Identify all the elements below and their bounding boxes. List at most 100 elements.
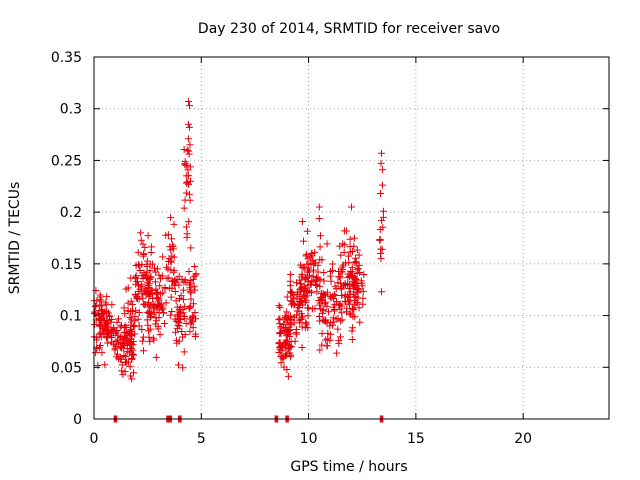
data-point: [182, 319, 190, 327]
data-point: [142, 284, 150, 292]
data-point: [349, 324, 357, 332]
data-point: [91, 302, 99, 310]
data-point: [134, 248, 142, 256]
data-point: [352, 258, 360, 266]
data-point: [125, 349, 133, 357]
data-point: [151, 278, 159, 286]
data-point: [313, 288, 321, 296]
data-point: [170, 268, 178, 276]
data-point: [130, 351, 138, 359]
data-point: [295, 316, 303, 324]
data-point: [315, 312, 323, 320]
data-point: [298, 263, 306, 271]
data-point: [338, 291, 346, 299]
data-point: [114, 350, 122, 358]
y-tick-label: 0.3: [60, 102, 82, 118]
data-point: [376, 236, 384, 244]
data-point: [108, 301, 116, 309]
data-point: [157, 303, 165, 311]
data-point: [276, 303, 284, 311]
data-point: [355, 261, 363, 269]
data-point: [92, 349, 100, 357]
data-point: [187, 286, 195, 294]
data-point: [168, 284, 176, 292]
data-point: [103, 327, 111, 335]
data-point: [333, 349, 341, 357]
data-point: [334, 315, 342, 323]
data-point: [173, 324, 181, 332]
data-point: [122, 358, 130, 366]
data-point: [166, 243, 174, 251]
data-point: [192, 330, 200, 338]
data-point: [182, 223, 190, 231]
x-axis-label: GPS time / hours: [290, 459, 407, 475]
data-point: [180, 315, 188, 323]
data-point: [320, 268, 328, 276]
data-point: [113, 318, 121, 326]
data-point: [92, 310, 100, 318]
data-point: [286, 326, 294, 334]
data-point: [187, 295, 195, 303]
y-tick-label: 0.05: [51, 360, 82, 376]
data-point: [359, 300, 367, 308]
data-point: [168, 307, 176, 315]
data-point: [183, 146, 191, 154]
data-point: [350, 279, 358, 287]
data-point: [346, 235, 354, 243]
data-point: [165, 255, 173, 263]
data-point: [176, 315, 184, 323]
data-point: [348, 268, 356, 276]
data-point: [275, 302, 283, 310]
data-point: [104, 323, 112, 331]
data-point: [352, 283, 360, 291]
data-point: [93, 297, 101, 305]
data-point: [345, 284, 353, 292]
data-point: [135, 322, 143, 330]
data-point: [298, 323, 306, 331]
data-point: [138, 325, 146, 333]
data-point: [149, 304, 157, 312]
data-point: [342, 308, 350, 316]
data-point: [171, 288, 179, 296]
data-point: [97, 302, 105, 310]
data-point: [339, 261, 347, 269]
data-point: [179, 309, 187, 317]
data-point: [179, 286, 187, 294]
data-point: [129, 323, 137, 331]
data-point: [175, 295, 183, 303]
data-point: [148, 286, 156, 294]
data-point: [314, 261, 322, 269]
data-point: [293, 307, 301, 315]
data-point: [97, 293, 105, 301]
data-point: [144, 232, 152, 240]
data-point: [314, 268, 322, 276]
data-point: [103, 293, 111, 301]
data-point: [139, 337, 147, 345]
data-point: [172, 317, 180, 325]
data-point: [333, 298, 341, 306]
data-point: [146, 267, 154, 275]
data-point: [185, 268, 193, 276]
data-point: [338, 268, 346, 276]
data-point: [174, 321, 182, 329]
data-point: [354, 265, 362, 273]
data-point: [342, 227, 350, 235]
data-point: [191, 308, 199, 316]
chart-title: Day 230 of 2014, SRMTID for receiver sav…: [198, 21, 500, 37]
data-point: [337, 284, 345, 292]
data-point: [182, 162, 190, 170]
data-point: [185, 123, 193, 131]
data-point: [91, 321, 99, 329]
data-point: [324, 335, 332, 343]
data-point: [156, 282, 164, 290]
data-point: [331, 282, 339, 290]
x-tick-label: 5: [197, 431, 206, 447]
data-point: [316, 301, 324, 309]
data-point: [307, 280, 315, 288]
data-point: [347, 311, 355, 319]
data-point: [184, 120, 192, 128]
data-point: [150, 336, 158, 344]
data-point: [348, 247, 356, 255]
data-point: [350, 306, 358, 314]
data-point: [160, 320, 168, 328]
